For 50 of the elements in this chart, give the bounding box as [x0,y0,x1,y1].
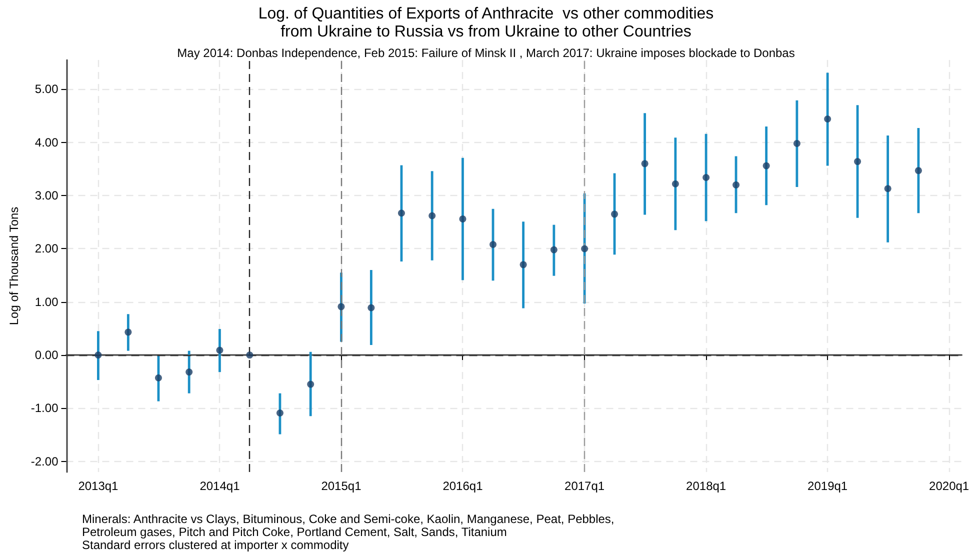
point [914,167,922,174]
y-tick-label: -2.00 [30,454,59,468]
point [672,180,679,188]
point [702,174,710,181]
point [338,303,345,310]
point [581,245,588,252]
point [186,368,193,376]
point [824,116,832,123]
text: Standard errors clustered at importer x commodity [82,538,349,552]
point [884,185,892,192]
x-tick-label: 2019q1 [808,479,848,493]
x-tick-label: 2013q1 [78,479,119,493]
point [246,352,254,359]
point [732,181,740,188]
point [368,304,375,312]
point [154,374,162,382]
point [307,380,314,388]
point [550,246,558,254]
y-tick-label: 5.00 [34,82,59,96]
x-tick-label: 2015q1 [321,479,362,493]
y-tick-label: 0.00 [34,348,59,362]
point [611,210,618,218]
point [276,409,284,416]
point [854,158,862,166]
point [762,162,770,170]
chart-subtitle: May 2014: Donbas Independence, Feb 2015: Failure of Minsk II , March 2017: Ukraine imposes blockade to Donbas [177,46,795,60]
point [459,215,466,222]
x-tick-label: 2016q1 [442,479,484,493]
text: Petroleum gases, Pitch and Pitch Coke, Portland Cement, Salt, Sands, Titanium [82,525,507,539]
point [520,261,527,268]
x-tick-label: 2018q1 [686,479,726,493]
y-tick-label: 1.00 [34,294,59,309]
text: Minerals: Anthracite vs Clays, Bituminous, Coke and Semi-coke, Kaolin, Manganese, Peat, Pebbles, [82,512,614,526]
y-tick-label: 3.00 [34,188,59,203]
point [398,210,405,217]
x-tick-label: 2017q1 [564,479,605,493]
y-tick-label: -1.00 [30,401,59,416]
point [793,140,800,147]
y-tick-label: 4.00 [34,135,59,150]
y-axis-title: Log of Thousand Tons [7,206,21,326]
point [216,346,224,354]
point [490,240,497,248]
point [428,212,436,220]
y-tick-label: 2.00 [34,242,59,256]
x-tick-label: 2020q1 [929,479,970,493]
point [94,352,102,359]
point [124,328,132,336]
chart-title: Log. of Quantities of Exports of Anthracite vs other commodities from Ukraine to Russia vs from Ukraine to other Countries [258,6,714,40]
x-tick-label: 2014q1 [200,479,240,493]
point [641,160,648,168]
